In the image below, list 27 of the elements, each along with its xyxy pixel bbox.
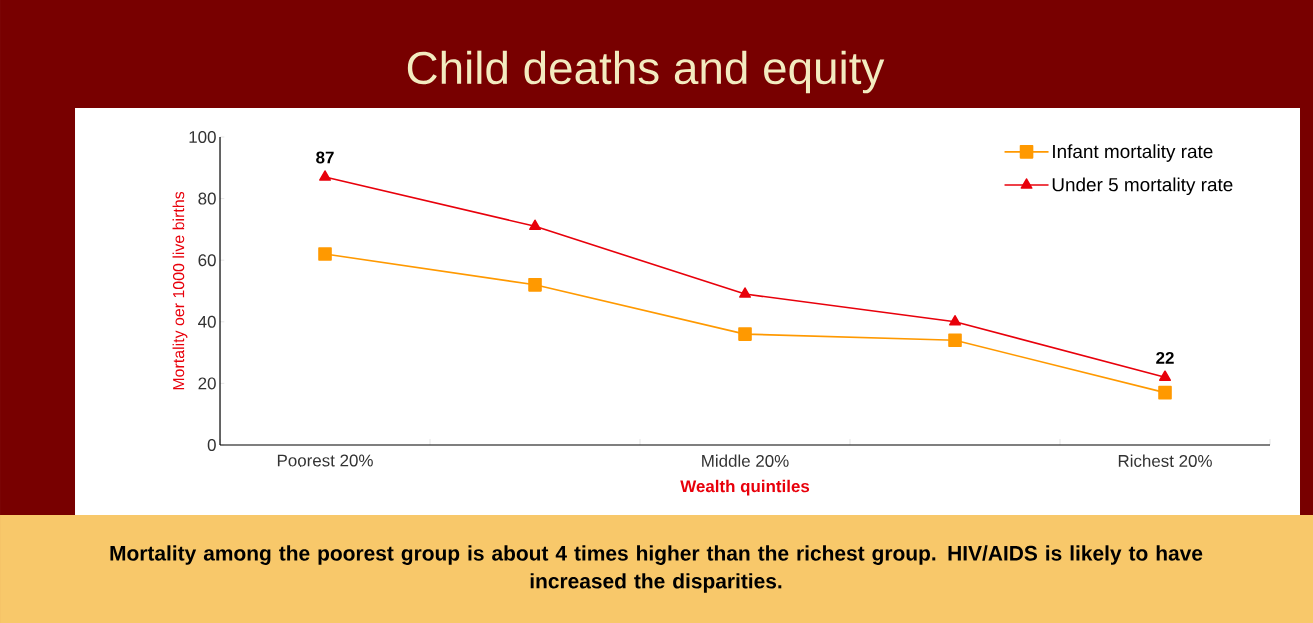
y-tick-label: 80 <box>198 192 216 205</box>
point <box>529 219 542 231</box>
point <box>318 247 332 261</box>
x-tick-label: Richest 20% <box>1118 454 1212 467</box>
legend-label: Under 5 mortality rate <box>1052 177 1233 196</box>
legend-label: Infant mortality rate <box>1053 144 1213 162</box>
y-tick-label: 60 <box>198 254 216 267</box>
point <box>948 333 962 348</box>
x-tick-label: Middle 20% <box>702 454 789 467</box>
point <box>738 327 752 341</box>
y-tick-label: 40 <box>198 315 216 328</box>
text: Mortality among the poorest group is about 4 times higher than the richest group. HIV/AIDS is likely to have increased the disparities. <box>110 545 1203 593</box>
y-tick-label: 20 <box>198 377 216 390</box>
point <box>528 278 542 292</box>
point <box>319 170 332 181</box>
point <box>739 287 752 298</box>
y-tick-label: 0 <box>207 438 216 451</box>
data-label: 87 <box>316 151 334 164</box>
point <box>1158 385 1172 400</box>
y-axis-title: Mortality oer 1000 live births <box>172 191 188 390</box>
x-axis-title: Wealth quintiles <box>680 479 810 496</box>
x-tick-label: Poorest 20% <box>277 454 373 467</box>
point <box>1159 370 1171 382</box>
data-label: 22 <box>1156 351 1174 364</box>
y-tick-label: 100 <box>189 130 216 143</box>
point <box>949 314 962 326</box>
chart-title: Child deaths and equity <box>407 50 885 94</box>
